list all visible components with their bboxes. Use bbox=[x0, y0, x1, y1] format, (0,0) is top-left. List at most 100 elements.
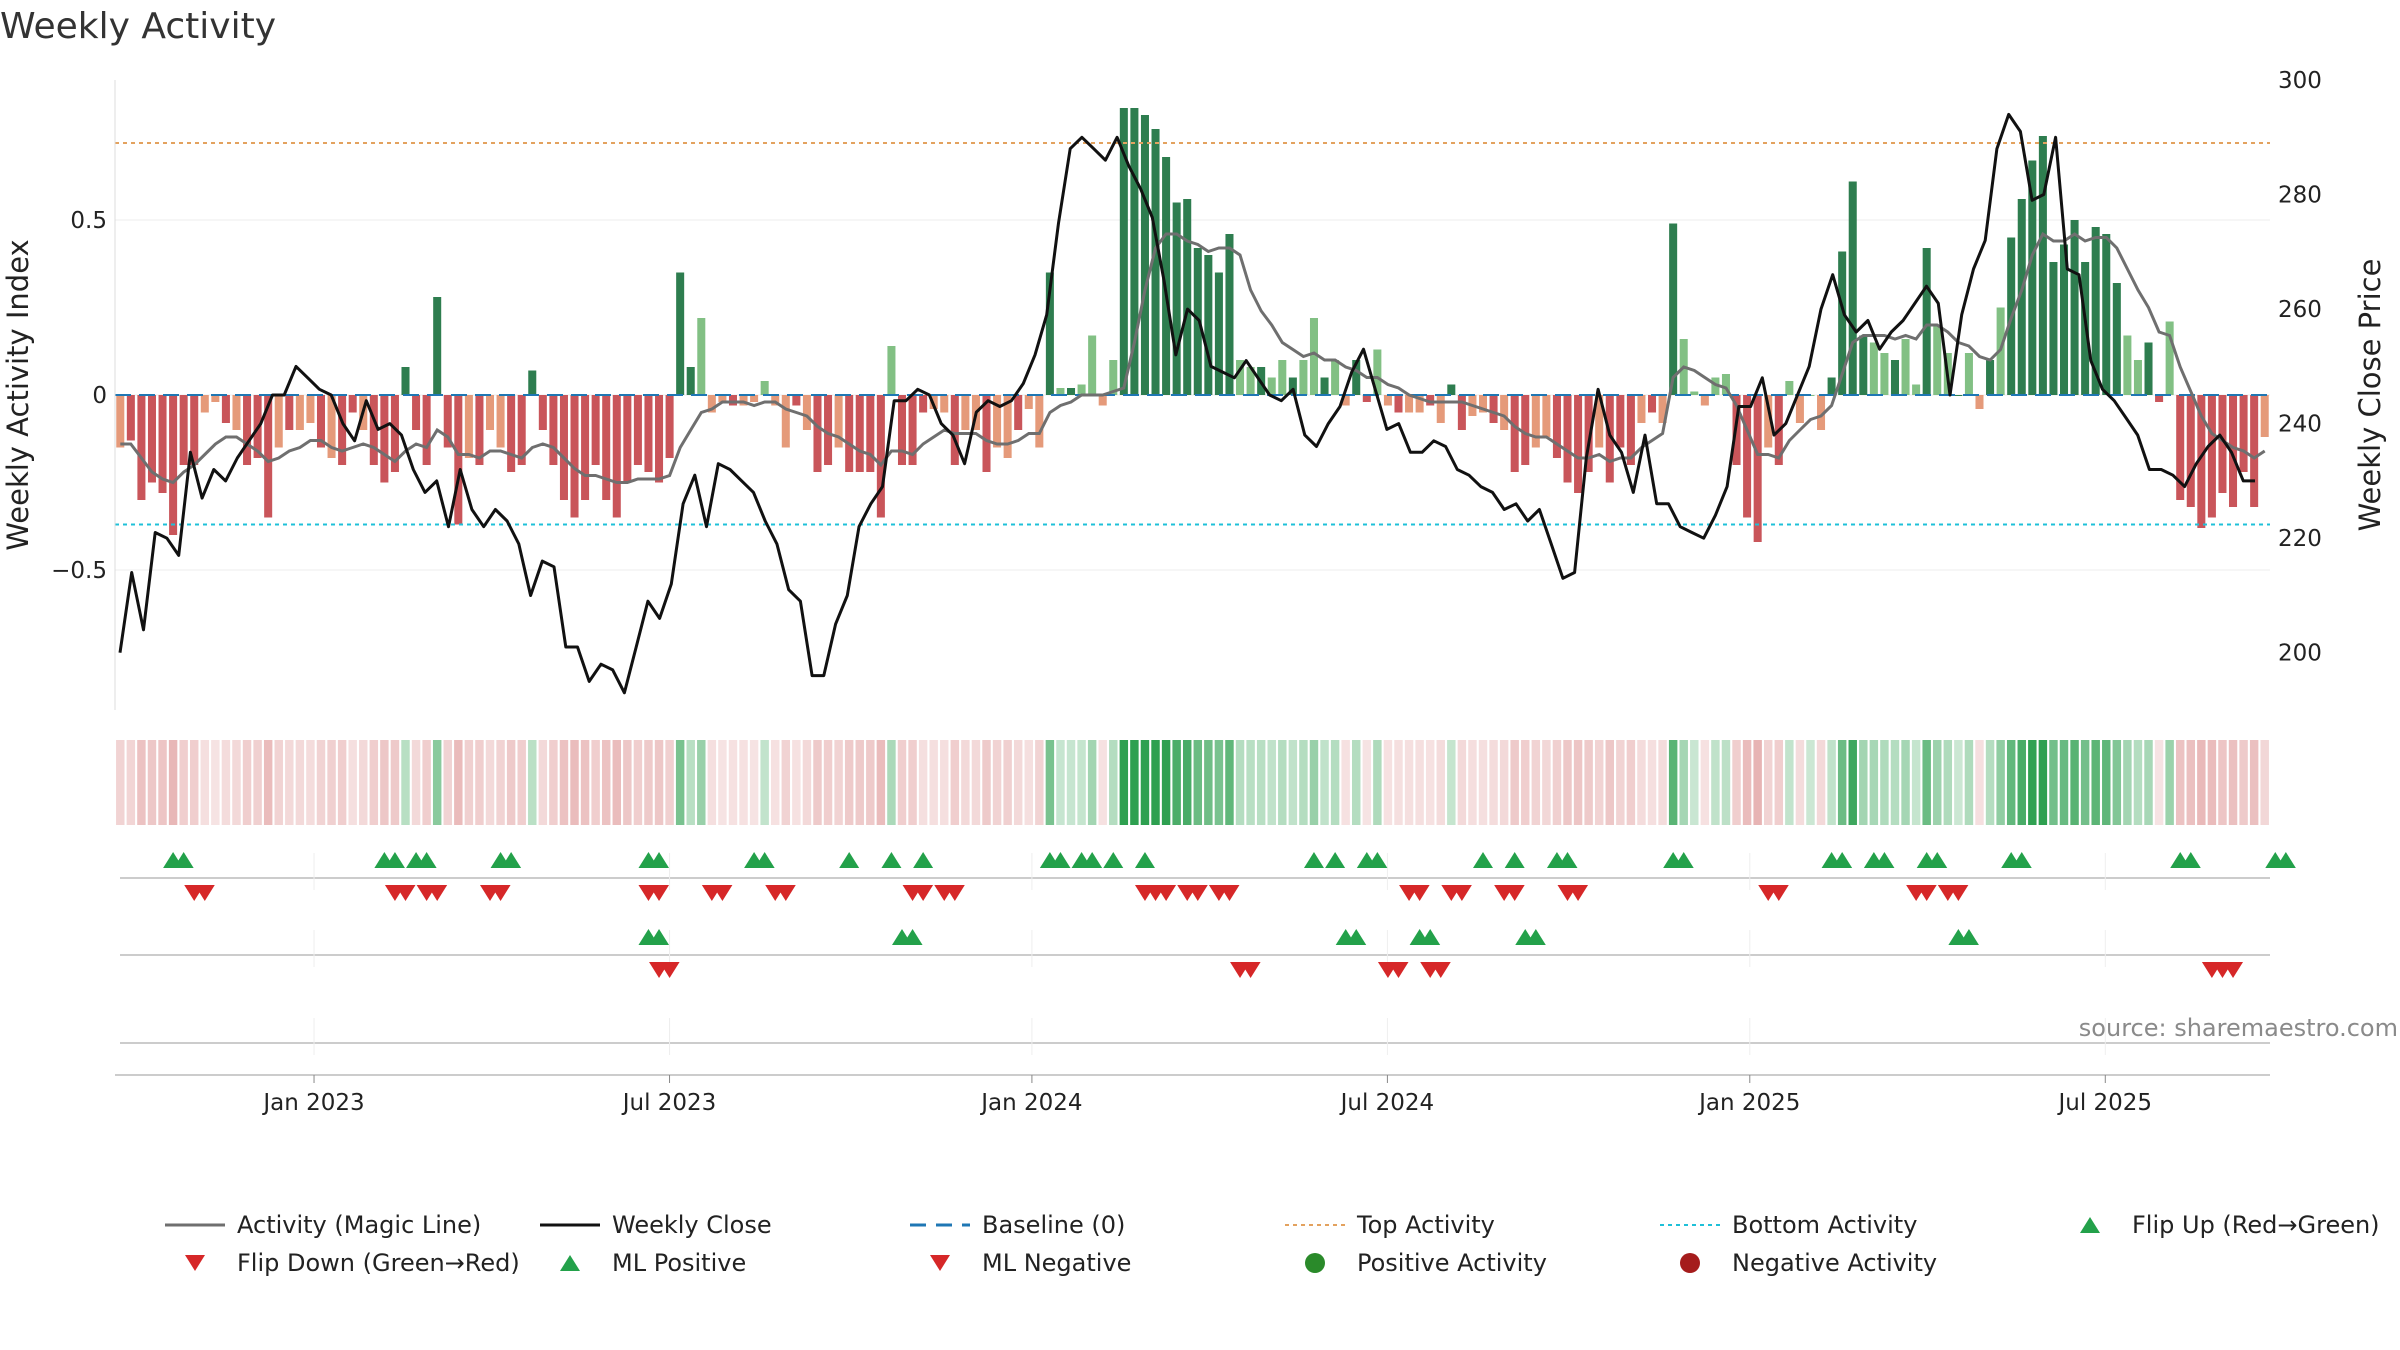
legend-ml-negative-label: ML Negative bbox=[982, 1249, 1131, 1277]
activity-bar-144 bbox=[1637, 395, 1646, 423]
heat-cell-176 bbox=[1975, 740, 1984, 825]
heat-cell-123 bbox=[1415, 740, 1424, 825]
heat-cell-19 bbox=[316, 740, 326, 825]
y2-tick-label-5: 200 bbox=[2278, 641, 2322, 667]
activity-bar-67 bbox=[824, 395, 833, 465]
heat-cell-46 bbox=[601, 740, 611, 825]
heat-cell-103 bbox=[1204, 740, 1213, 825]
activity-bar-31 bbox=[443, 395, 452, 448]
activity-bar-94 bbox=[1109, 360, 1118, 395]
activity-bar-84 bbox=[1003, 395, 1012, 458]
flip-up-marker-0-16 bbox=[1050, 852, 1071, 868]
flip-up-marker-0-40 bbox=[2180, 852, 2201, 868]
legend-negative-activity: Negative Activity bbox=[1680, 1249, 1937, 1277]
activity-bar-35 bbox=[485, 395, 495, 430]
heat-cell-6 bbox=[179, 740, 188, 825]
activity-bar-116 bbox=[1341, 395, 1350, 406]
activity-bar-124 bbox=[1426, 395, 1435, 406]
activity-bar-60 bbox=[750, 395, 759, 402]
legend-flip-down-green-red-label: Flip Down (Green→Red) bbox=[237, 1249, 520, 1277]
activity-bar-113 bbox=[1309, 318, 1318, 395]
reference-lines bbox=[115, 142, 2270, 526]
heat-cell-172 bbox=[1933, 740, 1942, 825]
heat-cell-177 bbox=[1985, 740, 1995, 825]
heat-cell-9 bbox=[211, 740, 220, 825]
heat-cell-142 bbox=[1616, 740, 1625, 825]
activity-bar-26 bbox=[390, 395, 399, 472]
flip-up-marker-0-5 bbox=[416, 852, 437, 868]
flip-down-marker-0-3 bbox=[395, 885, 416, 901]
heat-cell-86 bbox=[1024, 740, 1033, 825]
activity-bar-87 bbox=[1035, 395, 1044, 448]
flip-down-marker-1-5 bbox=[1388, 962, 1409, 978]
x-tick-label-4: Jan 2025 bbox=[1697, 1090, 1800, 1116]
activity-bar-141 bbox=[1605, 395, 1614, 483]
heat-cell-170 bbox=[1911, 740, 1921, 825]
flip-down-marker-0-38 bbox=[1948, 885, 1969, 901]
heat-cell-18 bbox=[306, 740, 315, 825]
activity-bar-53 bbox=[676, 272, 685, 395]
flip-up-marker-0-25 bbox=[1473, 852, 1494, 868]
heat-cell-197 bbox=[2197, 740, 2206, 825]
activity-bar-203 bbox=[2260, 395, 2269, 437]
heat-cell-67 bbox=[823, 740, 833, 825]
activity-bar-18 bbox=[306, 395, 315, 423]
activity-bar-103 bbox=[1204, 255, 1213, 395]
heat-cell-17 bbox=[295, 740, 305, 825]
heat-cell-49 bbox=[633, 740, 643, 825]
activity-bar-199 bbox=[2218, 395, 2227, 493]
activity-bar-112 bbox=[1299, 360, 1308, 395]
heat-cell-159 bbox=[1795, 740, 1805, 825]
signal-rows bbox=[120, 852, 2296, 1055]
activity-bar-129 bbox=[1478, 395, 1488, 413]
heat-cell-11 bbox=[232, 740, 241, 825]
legend-ml-negative-swatch bbox=[930, 1255, 950, 1271]
flip-up-marker-1-9 bbox=[1525, 929, 1546, 945]
legend-flip-up-red-green-label: Flip Up (Red→Green) bbox=[2132, 1211, 2380, 1239]
activity-bar-78 bbox=[940, 395, 949, 413]
activity-bar-74 bbox=[897, 395, 907, 465]
activity-bar-104 bbox=[1214, 272, 1223, 395]
heat-cell-96 bbox=[1130, 740, 1139, 825]
flip-up-marker-0-28 bbox=[1557, 852, 1578, 868]
activity-bar-10 bbox=[221, 395, 230, 423]
activity-bars bbox=[116, 108, 2269, 542]
legend-negative-activity-label: Negative Activity bbox=[1732, 1249, 1937, 1277]
heat-cell-128 bbox=[1468, 740, 1477, 825]
activity-bar-150 bbox=[1700, 395, 1709, 406]
heat-cell-64 bbox=[792, 740, 801, 825]
activity-bar-159 bbox=[1795, 395, 1804, 423]
heat-cell-107 bbox=[1246, 740, 1255, 825]
heat-cell-137 bbox=[1563, 740, 1572, 825]
heat-cell-196 bbox=[2186, 740, 2195, 825]
heat-cell-2 bbox=[137, 740, 146, 825]
heat-cell-167 bbox=[1880, 740, 1889, 825]
activity-bar-125 bbox=[1436, 395, 1445, 423]
x-tick-label-1: Jul 2023 bbox=[621, 1090, 717, 1116]
activity-bar-44 bbox=[581, 395, 590, 500]
heat-cell-141 bbox=[1605, 740, 1614, 825]
activity-bar-34 bbox=[475, 395, 484, 465]
activity-bar-43 bbox=[570, 395, 579, 518]
heat-cell-140 bbox=[1594, 740, 1604, 825]
activity-bar-0 bbox=[116, 395, 125, 448]
legend-positive-activity-swatch bbox=[1305, 1253, 1325, 1273]
heat-cell-61 bbox=[760, 740, 769, 825]
heat-cell-191 bbox=[2133, 740, 2143, 825]
activity-bar-37 bbox=[507, 395, 516, 472]
heat-cell-66 bbox=[813, 740, 822, 825]
activity-bar-180 bbox=[2017, 199, 2026, 395]
heat-cell-57 bbox=[718, 740, 727, 825]
activity-bar-93 bbox=[1098, 395, 1107, 406]
y2-tick-label-3: 240 bbox=[2278, 412, 2322, 438]
activity-bar-79 bbox=[950, 395, 959, 465]
heat-cell-68 bbox=[834, 740, 843, 825]
activity-bar-130 bbox=[1489, 395, 1498, 423]
activity-bar-2 bbox=[137, 395, 146, 500]
heat-cell-154 bbox=[1742, 740, 1752, 825]
heat-cell-158 bbox=[1785, 740, 1794, 825]
activity-bar-161 bbox=[1817, 395, 1826, 430]
heat-cell-132 bbox=[1510, 740, 1519, 825]
activity-bar-50 bbox=[644, 395, 653, 472]
heat-cell-78 bbox=[940, 740, 949, 825]
